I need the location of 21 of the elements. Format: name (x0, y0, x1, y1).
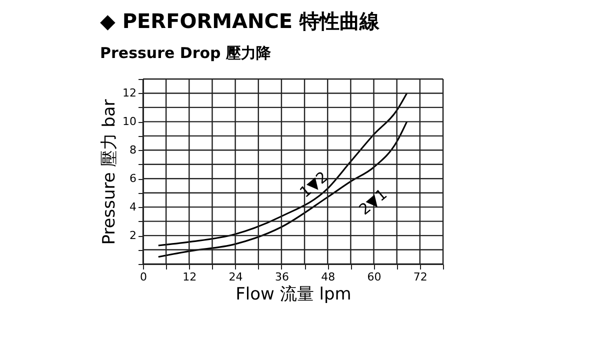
x-tick-label: 0 (140, 270, 147, 284)
x-axis-title: Flow 流量 lpm (236, 284, 352, 304)
chart-subtitle: Pressure Drop 壓力降 (100, 44, 272, 62)
x-tick-label: 12 (182, 270, 197, 284)
x-tick-label: 72 (413, 270, 428, 284)
line-series (158, 92, 408, 246)
y-tick-label: 8 (130, 144, 136, 157)
y-axis-title: Pressure 壓力 bar (100, 99, 120, 245)
y-tick-label: 6 (130, 172, 136, 186)
chart-title: ◆ PERFORMANCE 特性曲線 (100, 9, 381, 33)
x-tick-label: 36 (274, 270, 289, 284)
y-tick-label: 10 (122, 115, 136, 128)
line-series (158, 120, 408, 258)
annotation: 1▼2 (296, 168, 332, 202)
x-tick-label: 48 (321, 270, 336, 284)
y-tick-label: 4 (130, 200, 136, 214)
x-tick-label: 24 (228, 270, 243, 284)
y-tick-label: 12 (122, 86, 136, 100)
annotation: 2▼1 (356, 185, 391, 219)
y-tick-label: 2 (130, 229, 136, 242)
x-tick-label: 60 (367, 270, 382, 284)
